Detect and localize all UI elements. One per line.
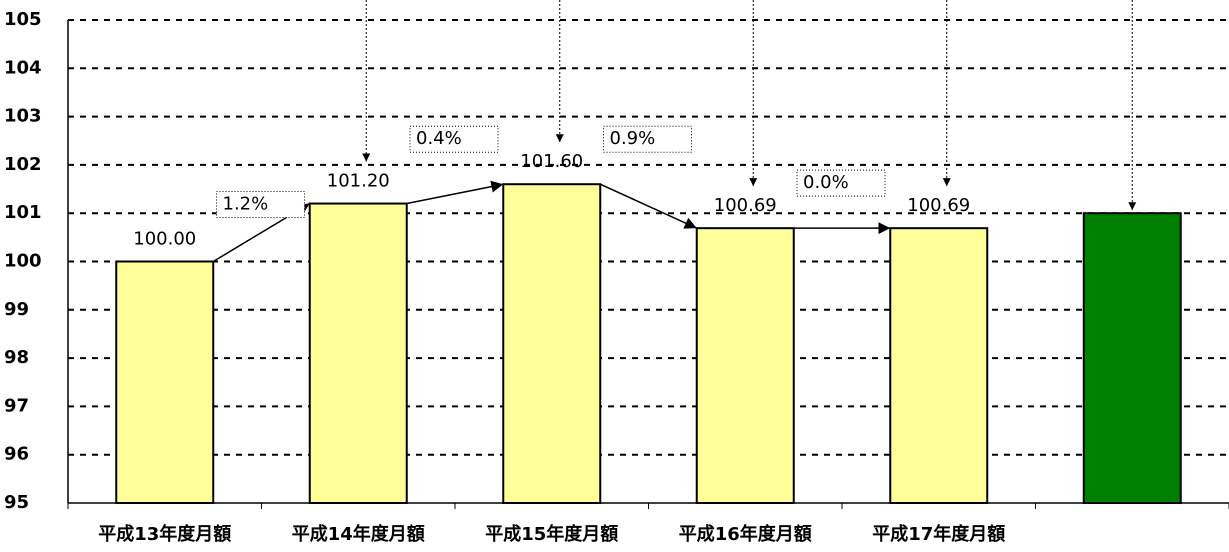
annotation: 1.2% [223,194,269,215]
bar [308,202,408,504]
y-tick-label: 105 [4,9,42,30]
y-tick-label: 98 [4,347,29,368]
annotation: 0.9% [610,128,656,149]
bar [889,227,989,504]
y-tick-label: 102 [4,154,42,175]
bar [502,183,602,504]
y-tick-label: 103 [4,106,42,127]
x-tick-label: 平成13年度月額 [98,523,231,545]
y-tick-label: 104 [4,57,42,78]
annotation-box [796,169,886,197]
x-tick-label: 平成15年度月額 [485,523,618,545]
annotation-box [603,125,692,153]
annotation: 0.0% [803,172,849,193]
value-label: 100.00 [133,229,196,250]
y-tick-label: 97 [4,395,29,416]
change-arrow [406,180,504,205]
value-label: 101.60 [520,151,583,172]
annotation-box [409,125,499,153]
bar [695,227,795,504]
value-label: 100.69 [907,195,970,216]
value-label: 100.69 [714,195,777,216]
y-tick-label: 96 [4,444,29,465]
y-tick-label: 100 [4,251,42,272]
y-tick-label: 99 [4,299,29,320]
bar [1082,212,1182,504]
x-tick-label: 平成14年度月額 [292,523,425,545]
y-tick-label: 95 [4,492,29,513]
bar [115,260,215,504]
x-tick-label: 平成17年度月額 [872,523,1005,545]
x-tick-label: 平成16年度月額 [679,523,812,545]
annotation-box [216,191,305,219]
y-tick-label: 101 [4,202,42,223]
value-label: 101.20 [327,171,390,192]
change-arrow [599,183,698,229]
annotation: 0.4% [416,128,462,149]
